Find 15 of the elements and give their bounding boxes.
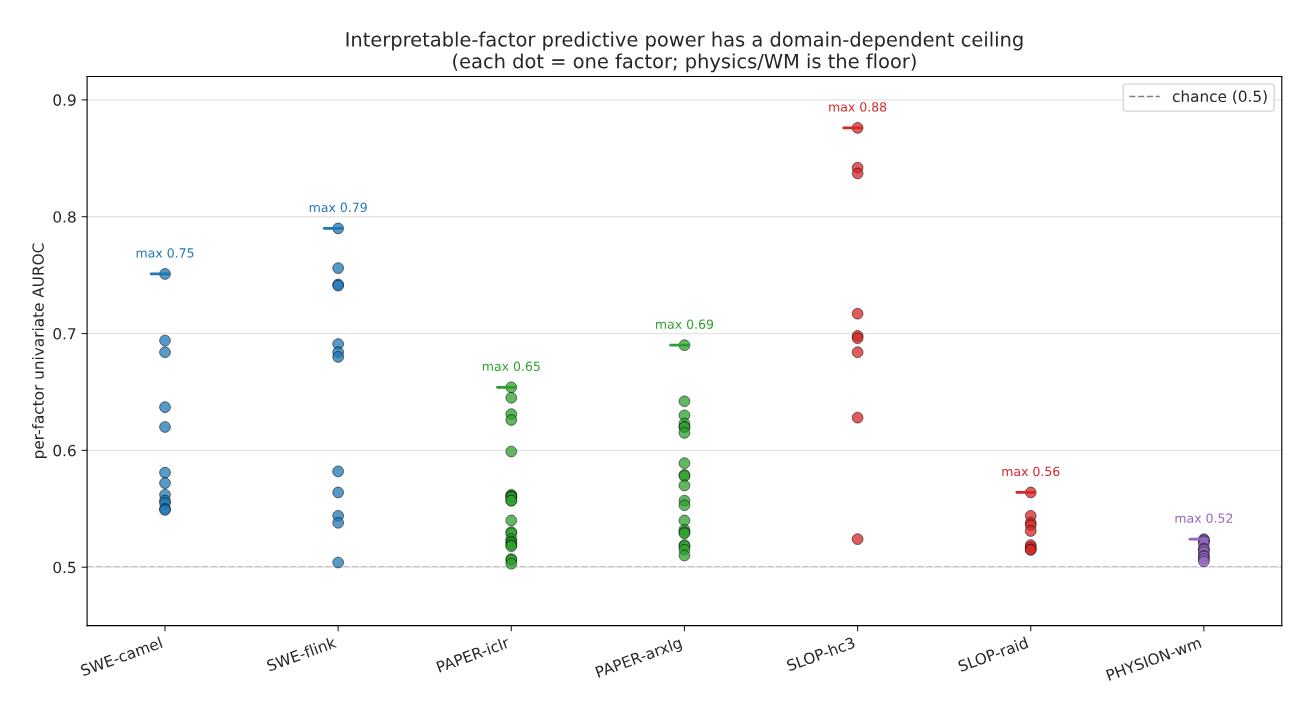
y-tick-label: 0.7 <box>53 328 76 340</box>
annotation: max 0.75 <box>136 248 194 258</box>
y-axis-title: per-factor univariate AUROC <box>32 243 47 458</box>
legend-label: chance (0.5) <box>1172 90 1267 104</box>
annotation: max 0.56 <box>1002 466 1060 477</box>
annotation: max 0.79 <box>309 202 367 213</box>
annotation: max 0.65 <box>482 361 540 371</box>
y-tick-label: 0.5 <box>53 561 76 574</box>
y-tick-label: 0.8 <box>53 211 76 223</box>
chart-title: Interpretable-factor predictive power has a domain-dependent ceiling (each dot = one factor; physics/WM is the floor) <box>346 31 1023 73</box>
y-tick-label: 0.9 <box>53 94 76 106</box>
annotation: max 0.69 <box>656 319 714 329</box>
y-tick-label: 0.6 <box>53 444 76 457</box>
annotation: max 0.88 <box>829 102 887 112</box>
annotation: max 0.52 <box>1175 513 1233 523</box>
